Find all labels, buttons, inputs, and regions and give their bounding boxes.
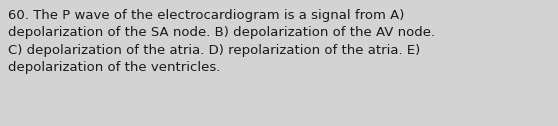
Text: 60. The P wave of the electrocardiogram is a signal from A)
depolarization of th: 60. The P wave of the electrocardiogram …	[8, 9, 435, 74]
